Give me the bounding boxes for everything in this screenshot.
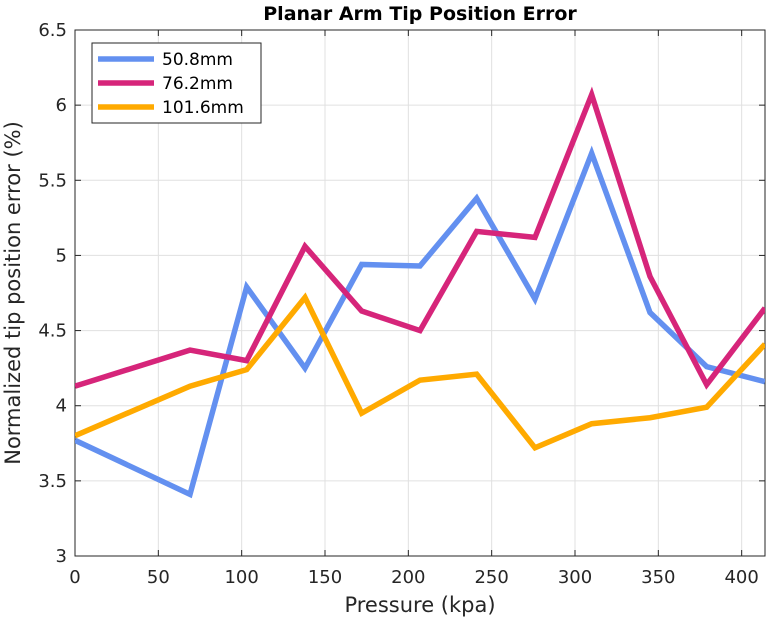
x-tick-label: 50 [147,567,170,588]
y-axis-label: Normalized tip position error (%) [1,121,25,465]
x-axis-label: Pressure (kpa) [344,593,495,617]
y-tick-label: 3 [56,546,67,567]
y-tick-label: 5.5 [38,170,67,191]
axes [74,29,766,557]
x-tick-label: 150 [308,567,342,588]
x-tick-label: 400 [724,567,758,588]
y-tick-label: 5 [56,245,67,266]
y-tick-label: 6.5 [38,20,67,41]
chart-title: Planar Arm Tip Position Error [263,3,577,25]
x-tick-label: 300 [558,567,592,588]
y-tick-label: 4 [56,396,67,417]
plot-area-border [74,29,766,557]
series-line-101-6mm [75,292,765,452]
x-tick-label: 100 [224,567,258,588]
legend-entry: 101.6mm [162,98,244,118]
series-lines [75,86,765,499]
x-tick-label: 350 [641,567,675,588]
x-tick-label: 250 [474,567,508,588]
y-tick-label: 6 [56,95,67,116]
y-tick-label: 3.5 [38,471,67,492]
tick-labels: 0 50 100 150 200 250 300 350 400 3 3.5 4 4.5 5 5.5 6 6.5 [38,20,758,588]
x-tick-label: 200 [391,567,425,588]
series-line-76-2mm [75,86,765,390]
x-tick-label: 0 [69,567,80,588]
legend: 50.8mm 76.2mm 101.6mm [91,42,262,124]
legend-entry: 50.8mm [162,50,233,70]
legend-entry: 76.2mm [162,74,233,94]
y-tick-label: 4.5 [38,321,67,342]
series-line-50-8mm [75,145,765,499]
